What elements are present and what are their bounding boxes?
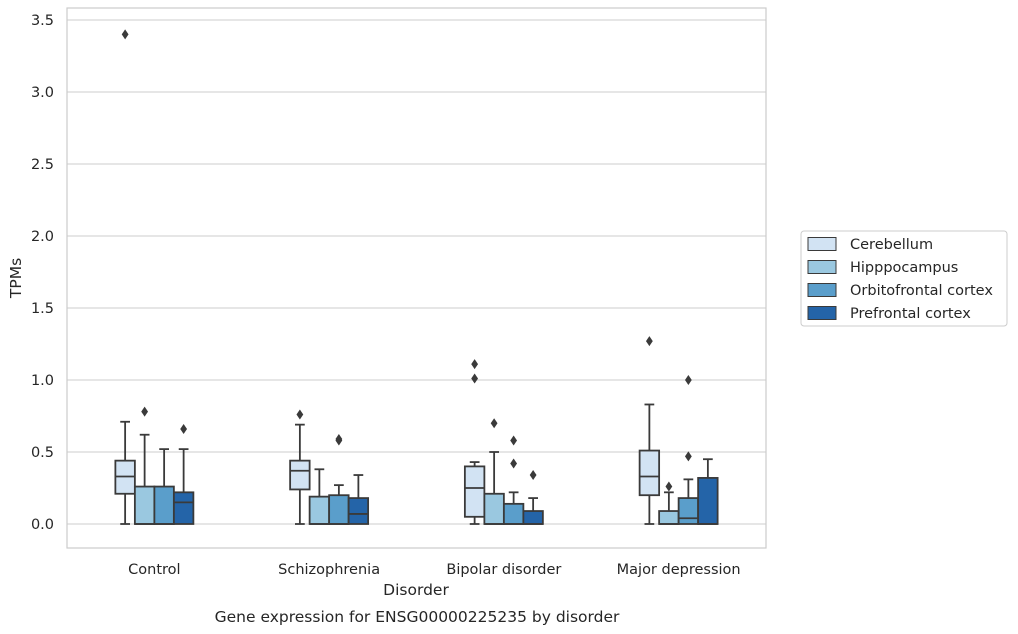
box-body [677,497,700,525]
box-body [172,491,195,525]
legend-frame [800,230,1008,327]
box-group [328,434,350,525]
box-group [463,359,486,525]
outlier-point [510,435,518,446]
y-tick-label: 2.5 [31,157,54,173]
box-group [133,406,156,525]
outlier-point [510,458,518,469]
y-tick-label: 0.5 [31,445,54,461]
outlier-point [684,375,692,385]
outlier-point [141,406,149,417]
x-tick-label: Bipolar disorder [446,562,561,578]
box-body [463,465,486,518]
box-group [172,423,195,525]
box-body [289,459,311,491]
outlier-point [121,29,129,40]
outlier-point [529,470,537,481]
legend-item: Cerebellum [807,237,933,253]
box-group [347,474,370,525]
outlier-point [645,336,653,347]
outlier-point [335,434,343,445]
box-group [677,375,700,525]
x-tick-label: Control [128,562,180,578]
y-tick-label: 1.5 [31,301,54,317]
box-group [522,470,544,525]
legend-label: Prefrontal cortex [850,306,971,322]
legend-swatch [807,283,837,297]
boxes [114,29,719,525]
x-tick-labels: Control Schizophrenia Bipolar disorder Majo… [128,562,740,578]
box-group [502,435,525,525]
legend-label: Cerebellum [850,237,933,253]
box-group [153,448,175,525]
legend-item: Prefrontal cortex [807,306,971,322]
outlier-point [471,359,479,370]
outlier-point [180,423,188,434]
box-body [658,510,680,525]
legend-swatch [807,260,837,274]
legend-item: Orbitofrontal cortex [807,283,993,299]
box-body [697,477,719,525]
y-tick-label: 3.0 [31,85,54,101]
y-axis-label: TPMs [7,258,25,299]
box-group [483,418,505,525]
chart-caption: Gene expression for ENSG00000225235 by d… [215,608,620,626]
box-body [153,485,175,525]
box-body [347,497,370,525]
box-group [638,336,661,525]
x-tick-label: Major depression [617,562,741,578]
legend-swatch [807,306,837,320]
box-body [522,510,544,525]
box-body [502,502,525,525]
box-body [308,495,331,525]
x-axis-label: Disorder [383,581,449,599]
outlier-point [490,418,498,429]
box-group [658,481,680,525]
legend-label: Orbitofrontal cortex [850,283,993,299]
box-body [133,485,156,525]
box-group [289,409,311,525]
y-tick-label: 1.0 [31,373,54,389]
y-tick-label: 0.0 [31,517,54,533]
box-body [328,494,350,525]
box-group [308,468,331,525]
box-group [697,458,719,525]
x-tick-label: Schizophrenia [278,562,380,578]
outlier-point [665,481,673,492]
gridlines [67,19,766,525]
box-body [638,449,661,497]
legend-item: Hipppocampus [807,260,958,276]
plot-frame [66,7,767,549]
outlier-point [684,451,692,462]
box-group [114,29,136,525]
outlier-point [296,409,304,420]
legend-label: Hipppocampus [850,260,958,276]
outlier-point [471,373,479,384]
legend: Cerebellum Hipppocampus Orbitofrontal cort… [800,230,1008,327]
y-tick-labels: 0.0 0.5 1.0 1.5 2.0 2.5 3.0 3.5 [31,13,54,533]
box-body [483,492,505,525]
y-tick-label: 2.0 [31,229,54,245]
y-tick-label: 3.5 [31,13,54,29]
legend-swatch [807,237,837,251]
